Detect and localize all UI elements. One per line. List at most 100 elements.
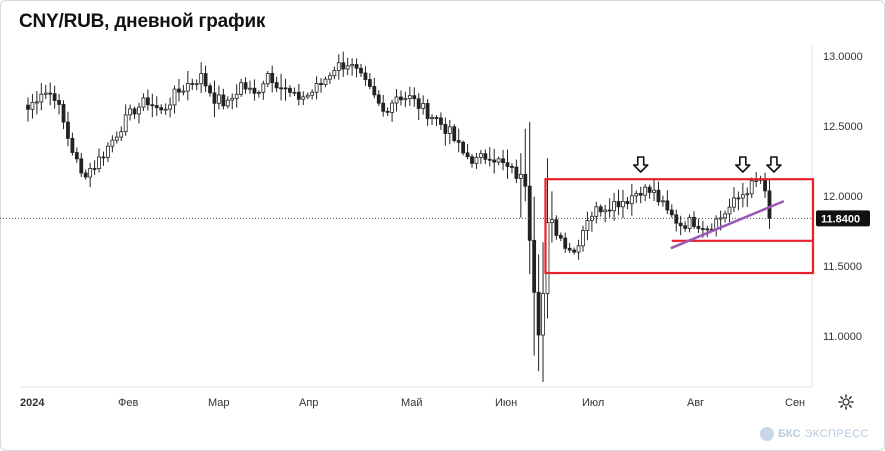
candle-down: [683, 225, 688, 229]
candle-up: [292, 91, 297, 94]
range-box: [544, 178, 815, 275]
candle-up: [34, 101, 39, 104]
candle-up: [314, 83, 319, 93]
candle-up: [421, 103, 426, 109]
candle-up: [749, 180, 754, 195]
candle-down: [674, 214, 679, 224]
candle-up: [141, 97, 146, 108]
y-tick-label: 11.0000: [823, 331, 862, 343]
candle-down: [274, 82, 279, 89]
candle-down: [767, 190, 772, 219]
candle-down: [665, 200, 670, 211]
candle-up: [621, 201, 625, 208]
candle-down: [177, 88, 181, 93]
candle-up: [323, 78, 328, 86]
candle-up: [345, 65, 350, 70]
candle-down: [443, 124, 448, 134]
candle-down: [452, 126, 457, 141]
candle-down: [376, 94, 381, 104]
candle-down: [150, 104, 155, 107]
last-price-label: 11.8400: [821, 213, 860, 225]
candle-up: [185, 83, 190, 92]
candle-down: [92, 168, 97, 170]
candle-up: [301, 96, 306, 100]
candle-down: [536, 291, 541, 336]
candle-up: [518, 173, 523, 179]
candle-down: [412, 95, 417, 100]
candle-up: [496, 158, 501, 163]
candle-down: [700, 228, 705, 230]
down-arrow-icon: [735, 156, 751, 173]
candle-up: [732, 197, 736, 208]
candle-down: [145, 97, 150, 106]
candle-down: [736, 197, 741, 200]
x-tick-label: Фев: [118, 397, 138, 409]
candle-up: [137, 106, 141, 115]
candle-up: [194, 83, 199, 86]
candle-down: [132, 108, 137, 115]
candle-down: [638, 192, 643, 196]
candle-down: [57, 100, 61, 105]
candle-up: [643, 186, 648, 196]
candle-up: [168, 104, 172, 110]
candle-up: [594, 206, 599, 217]
x-tick-label: Июл: [582, 397, 604, 409]
candle-down: [70, 137, 75, 153]
candle-up: [30, 101, 35, 110]
down-arrow-icon: [632, 156, 649, 173]
candle-up: [745, 193, 750, 196]
candle-down: [558, 235, 563, 239]
candle-down: [252, 87, 257, 94]
candle-down: [363, 72, 368, 80]
candle-up: [88, 168, 93, 178]
candle-down: [159, 107, 164, 111]
candle-down: [48, 92, 53, 95]
x-tick-label: Сен: [785, 397, 805, 409]
candle-up: [181, 90, 186, 93]
candle-up: [114, 136, 119, 141]
bks-logo-icon: [759, 427, 774, 441]
candle-up: [430, 117, 434, 120]
candle-up: [261, 83, 266, 93]
candle-up: [310, 91, 315, 96]
candle-down: [208, 85, 212, 94]
candle-up: [727, 206, 732, 215]
candle-up: [350, 64, 355, 67]
candle-down: [203, 73, 208, 87]
candle-down: [483, 153, 488, 160]
candle-up: [265, 73, 270, 85]
candle-down: [212, 92, 217, 104]
candle-down: [61, 104, 66, 123]
candle-down: [563, 237, 568, 249]
candle-down: [505, 162, 510, 167]
gear-icon[interactable]: [838, 394, 854, 410]
candle-down: [283, 87, 288, 90]
candle-down: [501, 158, 505, 164]
candle-down: [367, 79, 372, 87]
candle-down: [296, 91, 301, 100]
candle-down: [598, 206, 603, 213]
candle-down: [279, 87, 283, 90]
candle-up: [225, 99, 230, 107]
candle-down: [425, 103, 430, 120]
candle-up: [123, 114, 128, 133]
candle-up: [634, 192, 639, 197]
candle-down: [101, 156, 106, 159]
candle-down: [532, 239, 537, 293]
candle-up: [390, 102, 394, 113]
candle-up: [723, 213, 727, 219]
candle-up: [128, 108, 133, 116]
candle-down: [656, 189, 661, 203]
trendline: [670, 200, 785, 250]
candle-down: [510, 166, 514, 168]
candle-up: [332, 70, 337, 77]
candle-up: [248, 87, 252, 90]
candle-up: [550, 219, 554, 224]
last-price-badge: [816, 210, 870, 227]
candle-down: [554, 219, 559, 236]
candle-down: [381, 102, 386, 112]
candle-up: [106, 145, 110, 158]
candle-up: [754, 180, 759, 182]
